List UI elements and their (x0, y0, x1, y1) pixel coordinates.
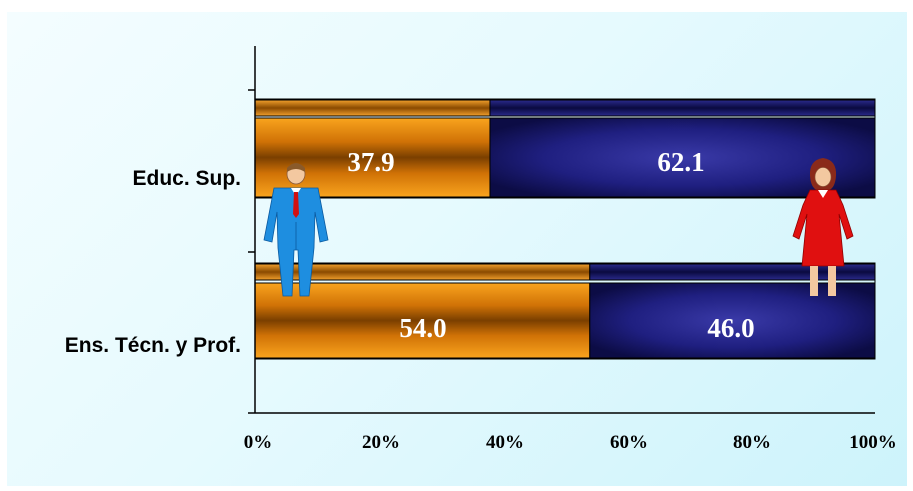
value-label: 54.0 (399, 313, 447, 343)
value-label: 37.9 (347, 147, 395, 177)
axes (248, 46, 875, 414)
value-label: 46.0 (707, 313, 755, 343)
bar-cap-segment (254, 99, 491, 117)
man-figure-icon (263, 163, 329, 297)
bar-cap-segment (489, 99, 876, 117)
bar-segment (589, 282, 876, 359)
x-tick-label: 100% (849, 432, 897, 453)
x-tick-label: 80% (733, 432, 771, 453)
x-tick-label: 20% (362, 432, 400, 453)
x-tick-label: 40% (486, 432, 524, 453)
category-label: Ens. Técn. y Prof. (64, 334, 241, 357)
plot-area (7, 12, 907, 486)
x-tick-label: 0% (243, 432, 273, 453)
x-tick-label: 60% (610, 432, 648, 453)
bar-segment (489, 117, 876, 198)
bar-segment (254, 282, 591, 359)
woman-figure-icon (792, 158, 854, 296)
value-label: 62.1 (657, 147, 705, 177)
category-label: Educ. Sup. (132, 167, 241, 190)
